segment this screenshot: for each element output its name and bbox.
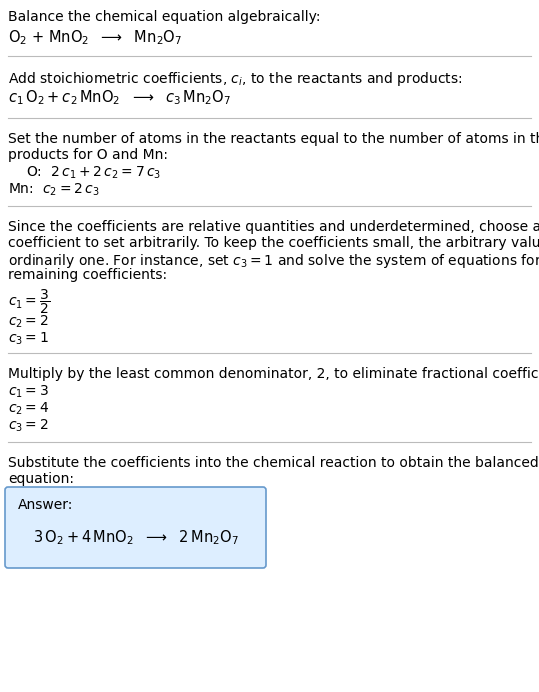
Text: Balance the chemical equation algebraically:: Balance the chemical equation algebraica…: [8, 10, 321, 24]
Text: Mn:  $c_2=2\,c_3$: Mn: $c_2=2\,c_3$: [8, 182, 100, 199]
Text: $c_1=3$: $c_1=3$: [8, 384, 49, 401]
FancyBboxPatch shape: [5, 487, 266, 568]
Text: Add stoichiometric coefficients, $c_i$, to the reactants and products:: Add stoichiometric coefficients, $c_i$, …: [8, 70, 462, 88]
Text: $c_1\,\mathrm{O_2}+c_2\,\mathrm{MnO_2}$  $\longrightarrow$  $c_3\,\mathrm{Mn_2O_: $c_1\,\mathrm{O_2}+c_2\,\mathrm{MnO_2}$ …: [8, 88, 231, 107]
Text: $c_1=\dfrac{3}{2}$: $c_1=\dfrac{3}{2}$: [8, 288, 50, 316]
Text: ordinarily one. For instance, set $c_3=1$ and solve the system of equations for : ordinarily one. For instance, set $c_3=1…: [8, 252, 539, 270]
Text: Since the coefficients are relative quantities and underdetermined, choose a: Since the coefficients are relative quan…: [8, 220, 539, 234]
Text: $3\,\mathrm{O_2}+4\,\mathrm{MnO_2}$  $\longrightarrow$  $2\,\mathrm{Mn_2O_7}$: $3\,\mathrm{O_2}+4\,\mathrm{MnO_2}$ $\lo…: [33, 528, 239, 547]
Text: $c_3=2$: $c_3=2$: [8, 418, 49, 435]
Text: equation:: equation:: [8, 472, 74, 486]
Text: Answer:: Answer:: [18, 498, 73, 512]
Text: products for O and Mn:: products for O and Mn:: [8, 148, 168, 162]
Text: $c_2=2$: $c_2=2$: [8, 314, 49, 330]
Text: coefficient to set arbitrarily. To keep the coefficients small, the arbitrary va: coefficient to set arbitrarily. To keep …: [8, 236, 539, 250]
Text: $\mathrm{O_2}$ $+$ $\mathrm{MnO_2}$  $\longrightarrow$  $\mathrm{Mn_2O_7}$: $\mathrm{O_2}$ $+$ $\mathrm{MnO_2}$ $\lo…: [8, 28, 182, 46]
Text: O:  $2\,c_1+2\,c_2=7\,c_3$: O: $2\,c_1+2\,c_2=7\,c_3$: [26, 165, 161, 181]
Text: $c_3=1$: $c_3=1$: [8, 331, 49, 347]
Text: $c_2=4$: $c_2=4$: [8, 401, 49, 417]
Text: Set the number of atoms in the reactants equal to the number of atoms in the: Set the number of atoms in the reactants…: [8, 132, 539, 146]
Text: Substitute the coefficients into the chemical reaction to obtain the balanced: Substitute the coefficients into the che…: [8, 456, 539, 470]
Text: Multiply by the least common denominator, 2, to eliminate fractional coefficient: Multiply by the least common denominator…: [8, 367, 539, 381]
Text: remaining coefficients:: remaining coefficients:: [8, 268, 167, 282]
